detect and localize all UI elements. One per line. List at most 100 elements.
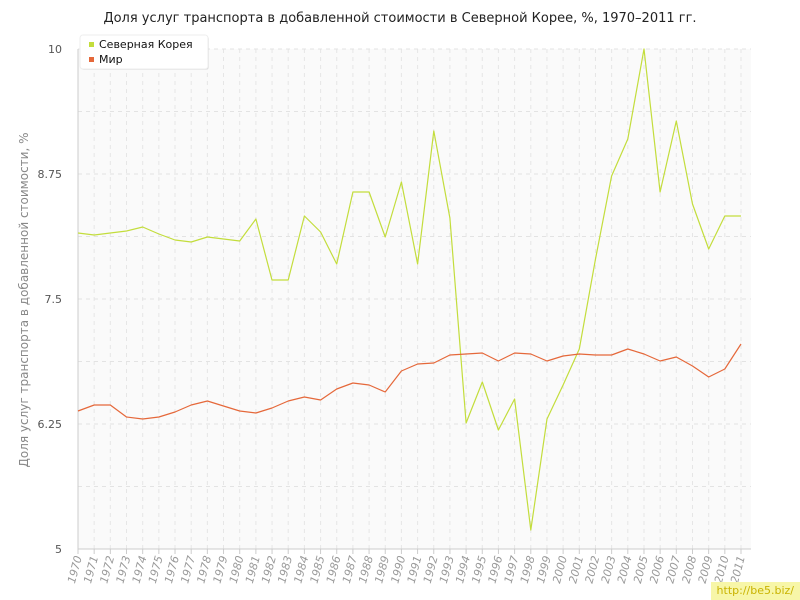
data-point: [221, 236, 227, 242]
data-point: [512, 396, 518, 402]
data-point: [479, 379, 485, 385]
data-point: [479, 350, 485, 356]
data-point: [738, 341, 744, 347]
y-tick-label: 6.25: [38, 418, 63, 431]
data-point: [350, 189, 356, 195]
data-point: [91, 402, 97, 408]
data-point: [366, 189, 372, 195]
data-point: [75, 408, 81, 414]
data-point: [722, 366, 728, 372]
y-tick-label: 5: [55, 543, 62, 556]
x-axis-ticks: 1970197119721973197419751976197719781979…: [65, 554, 748, 584]
data-point: [657, 358, 663, 364]
data-point: [75, 230, 81, 236]
data-point: [431, 360, 437, 366]
data-point: [318, 397, 324, 403]
data-point: [172, 409, 178, 415]
data-point: [382, 389, 388, 395]
data-point: [253, 410, 259, 416]
data-point: [689, 363, 695, 369]
chart-title: Доля услуг транспорта в добавленной стои…: [103, 11, 696, 26]
data-point: [560, 353, 566, 359]
y-tick-label: 10: [48, 43, 62, 56]
watermark-link[interactable]: http://be5.biz/: [710, 582, 800, 600]
data-point: [495, 427, 501, 433]
series-group: [75, 46, 744, 533]
data-point: [204, 398, 210, 404]
axes: [77, 49, 751, 554]
data-point: [641, 351, 647, 357]
data-point: [91, 232, 97, 238]
y-tick-label: 7.5: [45, 293, 63, 306]
data-point: [140, 416, 146, 422]
data-point: [706, 374, 712, 380]
data-point: [285, 277, 291, 283]
data-point: [301, 213, 307, 219]
legend-swatch: [89, 57, 94, 62]
y-axis-ticks: 5 6.25 7.5 8.75 10: [38, 43, 63, 556]
data-point: [107, 402, 113, 408]
data-point: [689, 201, 695, 207]
data-point: [673, 354, 679, 360]
data-point: [415, 361, 421, 367]
data-point: [625, 136, 631, 142]
data-point: [188, 239, 194, 245]
data-point: [592, 352, 598, 358]
series-line-1: [77, 48, 741, 531]
data-point: [253, 216, 259, 222]
data-point: [285, 398, 291, 404]
data-point: [576, 351, 582, 357]
data-point: [237, 238, 243, 244]
data-point: [172, 237, 178, 243]
data-point: [528, 527, 534, 533]
data-point: [495, 358, 501, 364]
data-point: [124, 228, 130, 234]
data-point: [512, 350, 518, 356]
data-point: [738, 213, 744, 219]
data-point: [204, 234, 210, 240]
data-point: [560, 382, 566, 388]
data-point: [447, 215, 453, 221]
data-point: [415, 261, 421, 267]
legend-box: [79, 34, 209, 70]
y-tick-label: 8.75: [38, 168, 63, 181]
data-point: [657, 189, 663, 195]
data-point: [301, 394, 307, 400]
data-point: [398, 368, 404, 374]
legend[interactable]: Северная Корея Мир: [79, 34, 209, 70]
legend-item-label[interactable]: Мир: [99, 53, 123, 66]
data-point: [237, 408, 243, 414]
data-point: [107, 230, 113, 236]
data-point: [350, 380, 356, 386]
grid: [77, 48, 751, 550]
legend-item-label[interactable]: Северная Корея: [99, 38, 193, 51]
data-point: [592, 256, 598, 262]
data-point: [334, 261, 340, 267]
series-line-2: [77, 343, 742, 420]
data-point: [544, 358, 550, 364]
y-axis-label: Доля услуг транспорта в добавленной стои…: [17, 133, 31, 468]
data-point: [140, 224, 146, 230]
data-point: [221, 403, 227, 409]
data-point: [463, 420, 469, 426]
data-point: [188, 402, 194, 408]
data-point: [156, 231, 162, 237]
data-point: [269, 405, 275, 411]
data-point: [528, 351, 534, 357]
data-point: [722, 213, 728, 219]
data-point: [431, 128, 437, 134]
data-point: [463, 351, 469, 357]
data-point: [334, 386, 340, 392]
data-point: [641, 46, 647, 52]
data-point: [318, 229, 324, 235]
legend-swatch: [89, 42, 94, 47]
data-point: [673, 118, 679, 124]
data-point: [156, 414, 162, 420]
data-point: [544, 416, 550, 422]
data-point: [366, 382, 372, 388]
data-point: [625, 346, 631, 352]
data-point: [269, 277, 275, 283]
data-point: [609, 173, 615, 179]
data-point: [609, 352, 615, 358]
